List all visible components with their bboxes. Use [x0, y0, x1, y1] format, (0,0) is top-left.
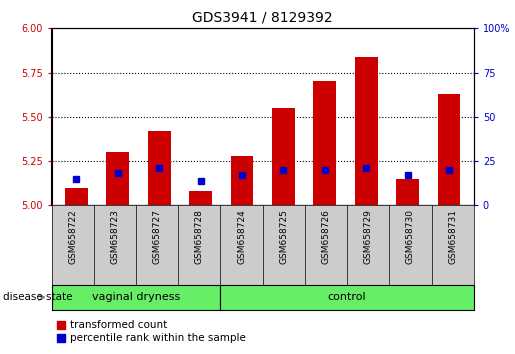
Text: GSM658731: GSM658731 [448, 209, 457, 264]
Text: control: control [328, 292, 367, 302]
Text: GSM658722: GSM658722 [68, 209, 77, 264]
Text: GSM658724: GSM658724 [237, 209, 246, 264]
Bar [148, 131, 170, 205]
Bar [231, 156, 253, 205]
Bar [438, 94, 460, 205]
Text: GSM658730: GSM658730 [406, 209, 415, 264]
Bar [396, 179, 419, 205]
Bar [107, 152, 129, 205]
Bar [272, 108, 295, 205]
Bar [189, 191, 212, 205]
Text: GSM658729: GSM658729 [364, 209, 373, 264]
Text: GSM658728: GSM658728 [195, 209, 204, 264]
Bar [65, 188, 88, 205]
Legend: transformed count, percentile rank within the sample: transformed count, percentile rank withi… [57, 320, 246, 343]
Bar [313, 81, 336, 205]
Text: vaginal dryness: vaginal dryness [92, 292, 180, 302]
Text: GSM658727: GSM658727 [152, 209, 162, 264]
Text: GSM658725: GSM658725 [279, 209, 288, 264]
Text: GSM658726: GSM658726 [321, 209, 331, 264]
Text: disease state: disease state [3, 292, 72, 302]
Title: GDS3941 / 8129392: GDS3941 / 8129392 [192, 10, 333, 24]
Text: GSM658723: GSM658723 [110, 209, 119, 264]
Bar [355, 57, 377, 205]
